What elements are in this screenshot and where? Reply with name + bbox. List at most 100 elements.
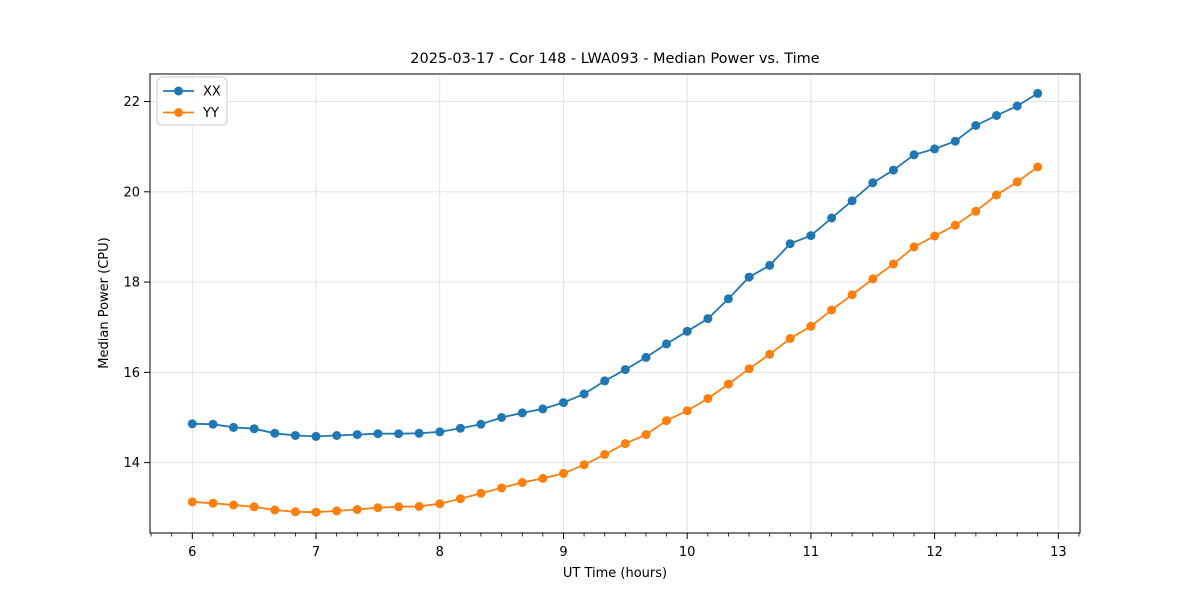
x-tick-label: 6 xyxy=(188,545,196,560)
series-point-yy xyxy=(827,305,837,315)
series-point-xx xyxy=(290,431,300,440)
series-point-xx xyxy=(579,389,589,399)
series-point-xx xyxy=(847,196,857,206)
series-point-yy xyxy=(703,394,713,403)
series-point-xx xyxy=(249,424,259,434)
series-point-yy xyxy=(497,483,507,493)
series-point-yy xyxy=(414,501,424,511)
series-point-xx xyxy=(662,339,671,349)
y-tick-label: 16 xyxy=(123,366,140,381)
series-point-xx xyxy=(827,213,837,223)
series-point-xx xyxy=(497,413,507,422)
x-tick-label: 7 xyxy=(312,545,320,560)
x-axis-label: UT Time (hours) xyxy=(563,566,667,581)
series-point-yy xyxy=(930,231,940,241)
series-point-xx xyxy=(373,429,383,439)
series-point-yy xyxy=(208,498,218,508)
series-point-xx xyxy=(517,408,527,418)
series-point-yy xyxy=(723,379,733,389)
series-point-yy xyxy=(888,259,898,269)
series-point-yy xyxy=(950,220,960,230)
series-point-xx xyxy=(682,326,692,336)
x-tick-label: 9 xyxy=(559,545,567,560)
series-point-yy xyxy=(620,439,630,449)
series-point-xx xyxy=(394,429,404,439)
series-point-yy xyxy=(538,473,548,483)
legend-marker-xx xyxy=(174,86,183,96)
legend-box: XX YY xyxy=(156,76,228,126)
y-tick-label: 22 xyxy=(123,95,140,110)
series-point-yy xyxy=(765,349,775,359)
series-point-xx xyxy=(414,428,424,438)
series-point-yy xyxy=(394,502,404,512)
series-point-yy xyxy=(909,242,919,252)
series-point-xx xyxy=(723,294,733,304)
y-tick-label: 20 xyxy=(123,185,140,200)
series-point-yy xyxy=(1012,177,1022,187)
series-point-xx xyxy=(559,398,568,408)
series-point-yy xyxy=(868,274,878,284)
chart-title: 2025-03-17 - Cor 148 - LWA093 - Median P… xyxy=(410,51,819,67)
series-point-yy xyxy=(517,478,527,487)
series-point-xx xyxy=(435,427,445,437)
series-point-xx xyxy=(1033,88,1043,98)
series-point-xx xyxy=(930,144,940,154)
series-point-yy xyxy=(579,460,589,470)
series-point-xx xyxy=(703,314,713,324)
series-line-xx xyxy=(192,92,1039,438)
series-point-yy xyxy=(290,507,300,517)
series-point-xx xyxy=(765,260,775,270)
series-point-xx xyxy=(229,422,238,432)
series-point-yy xyxy=(992,190,1001,200)
series-point-xx xyxy=(600,376,610,386)
legend-marker-yy xyxy=(174,108,183,117)
series-point-yy xyxy=(559,468,568,478)
series-point-yy xyxy=(641,430,651,440)
series-point-yy xyxy=(352,505,362,514)
series-point-yy xyxy=(476,488,486,498)
series-point-yy xyxy=(435,499,445,509)
series-point-yy xyxy=(311,507,321,517)
x-tick-label: 13 xyxy=(1050,545,1067,560)
series-point-xx xyxy=(538,404,548,414)
series-point-yy xyxy=(229,500,238,510)
series-point-xx xyxy=(785,239,795,249)
y-tick-label: 18 xyxy=(123,276,140,291)
series-point-xx xyxy=(868,178,878,188)
x-tick-label: 11 xyxy=(803,545,820,560)
series-point-yy xyxy=(806,321,816,331)
series-point-xx xyxy=(311,431,321,441)
y-tick-label: 14 xyxy=(123,456,140,471)
axis-ticks: 6 7 8 9 10 11 12 13 14 16 18 20 22 xyxy=(123,95,1080,560)
series-point-xx xyxy=(744,272,754,282)
x-tick-label: 8 xyxy=(436,545,444,560)
series-point-xx xyxy=(806,231,816,241)
series-point-yy xyxy=(455,494,465,504)
series-point-xx xyxy=(208,419,218,429)
series-point-yy xyxy=(682,406,692,416)
y-axis-label: Median Power (CPU) xyxy=(97,237,112,368)
series-point-xx xyxy=(332,431,342,440)
series-point-yy xyxy=(971,206,981,216)
plot-border xyxy=(149,73,1081,534)
series-point-xx xyxy=(888,165,898,175)
series-point-xx xyxy=(992,111,1001,120)
series-point-yy xyxy=(785,334,795,343)
series-point-yy xyxy=(662,416,671,426)
series-point-xx xyxy=(270,428,280,438)
series-point-yy xyxy=(187,497,197,507)
data-series xyxy=(187,88,1043,517)
series-point-yy xyxy=(373,503,383,513)
grid-lines xyxy=(150,74,1080,533)
series-point-xx xyxy=(909,150,919,160)
series-point-yy xyxy=(847,290,857,300)
series-point-xx xyxy=(187,419,197,429)
series-point-yy xyxy=(1033,162,1043,172)
series-point-yy xyxy=(332,506,342,516)
series-point-xx xyxy=(1012,101,1022,111)
series-point-xx xyxy=(476,419,486,429)
series-point-xx xyxy=(620,365,630,375)
series-line-yy xyxy=(192,166,1039,514)
